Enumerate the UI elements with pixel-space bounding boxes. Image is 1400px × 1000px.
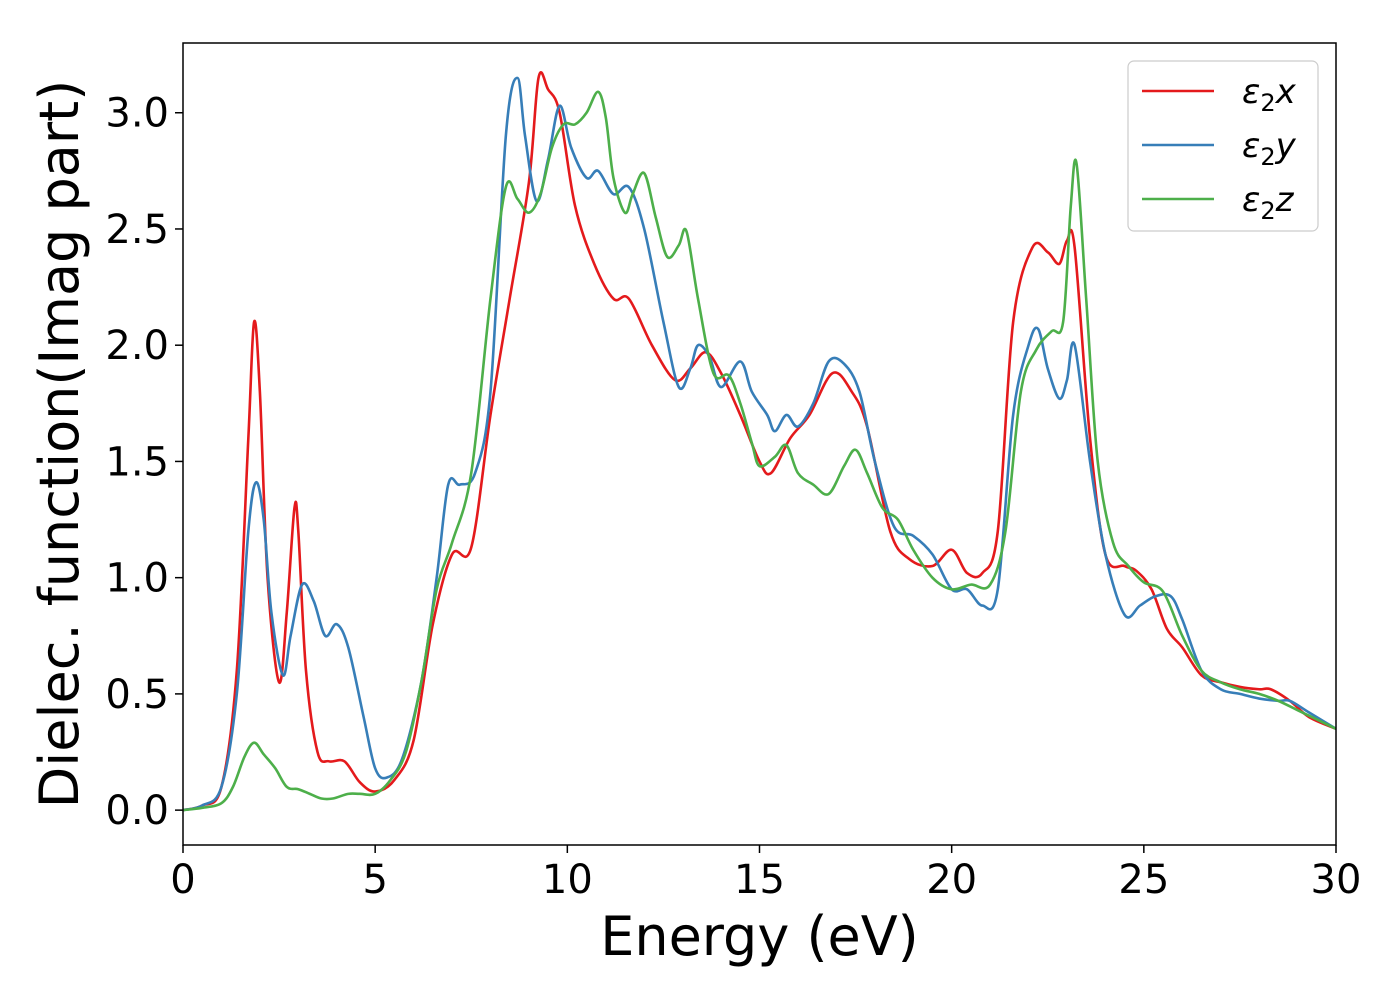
y-axis-title: Dielec. function(Imag part) (28, 80, 91, 809)
x-tick-label: 20 (926, 857, 977, 903)
x-axis-ticks: 0 5 10 15 20 25 30 (170, 845, 1361, 903)
legend-box (1127, 60, 1319, 232)
legend-label-z: ε2z (1242, 180, 1295, 225)
x-tick-label: 15 (734, 857, 785, 903)
x-tick-label: 25 (1118, 857, 1169, 903)
y-tick-label: 0.5 (105, 672, 169, 718)
y-tick-label: 2.0 (105, 323, 169, 369)
x-tick-label: 10 (542, 857, 593, 903)
y-tick-label: 2.5 (105, 207, 169, 253)
y-tick-label: 1.5 (105, 439, 169, 485)
x-tick-label: 30 (1311, 857, 1362, 903)
y-tick-label: 1.0 (105, 556, 169, 602)
legend: ε2x ε2y ε2z (1127, 60, 1319, 232)
series-line-y (183, 76, 1336, 812)
x-tick-label: 5 (362, 857, 387, 903)
legend-label-x: ε2x (1242, 72, 1297, 117)
x-tick-label: 0 (170, 857, 195, 903)
y-tick-label: 3.0 (105, 91, 169, 137)
plot-lines (183, 71, 1336, 812)
x-axis-title: Energy (eV) (600, 905, 919, 968)
y-tick-label: 0.0 (105, 788, 169, 834)
legend-label-y: ε2y (1242, 126, 1297, 171)
y-axis-ticks: 0.0 0.5 1.0 1.5 2.0 2.5 3.0 (105, 91, 183, 834)
series-line-z (183, 90, 1336, 812)
